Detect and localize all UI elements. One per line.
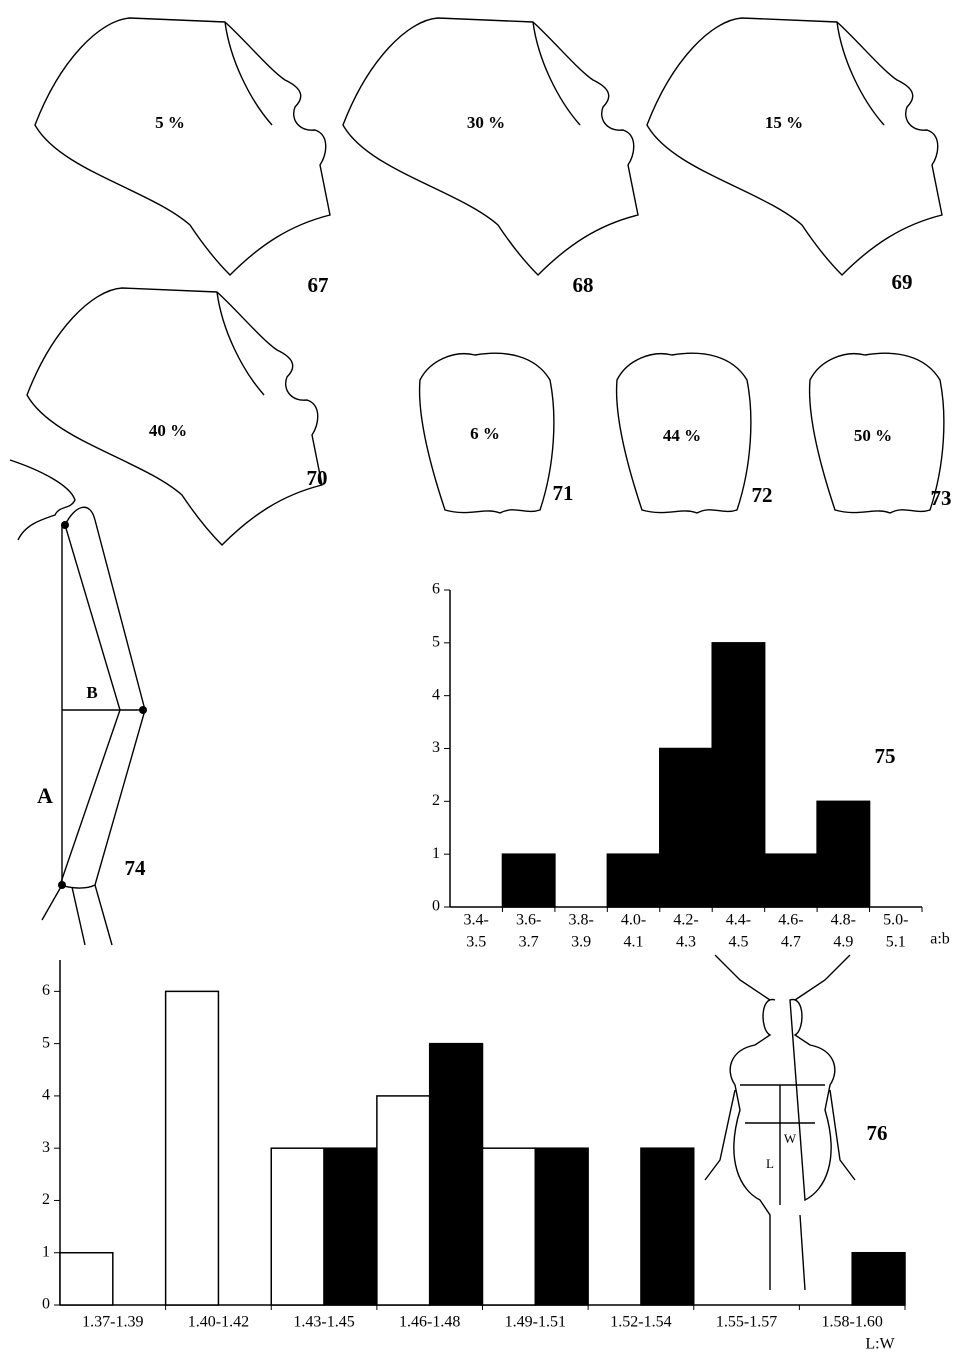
shape-67: 5 % 67 [34, 17, 331, 297]
figure-number: 68 [573, 273, 594, 297]
bar [501, 853, 556, 908]
bar [816, 800, 871, 908]
y-tick-label: 5 [42, 1034, 50, 1051]
bar [534, 1147, 589, 1306]
y-tick-label: 1 [432, 845, 440, 862]
leg-label: A [37, 783, 53, 808]
x-tick-label: 1.37-1.39 [82, 1314, 143, 1331]
x-tick-label: 5.0- [883, 912, 908, 929]
x-tick-label: 1.55-1.57 [716, 1314, 777, 1331]
x-tick-label: 4.9 [833, 934, 853, 951]
bar [640, 1147, 695, 1306]
shape-label: 30 % [467, 113, 505, 132]
y-tick-label: 5 [432, 634, 440, 651]
figure-number: 67 [308, 273, 329, 297]
y-tick-label: 4 [432, 686, 440, 703]
x-tick-label: 4.7 [781, 934, 801, 951]
x-tick-label: 1.46-1.48 [399, 1314, 460, 1331]
x-tick-label: 3.7 [519, 934, 539, 951]
figure-number: 74 [125, 856, 147, 880]
shape-68: 30 % 68 [342, 17, 639, 297]
y-tick-label: 2 [432, 792, 440, 809]
figure-number: 71 [553, 481, 574, 505]
x-tick-label: 1.40-1.42 [188, 1314, 249, 1331]
bar [376, 1095, 431, 1306]
shape-label: 40 % [149, 421, 187, 440]
x-tick-label: 5.1 [886, 934, 906, 951]
bar [763, 853, 818, 908]
x-tick-label: 3.9 [571, 934, 591, 951]
x-tick-label: 3.5 [466, 934, 486, 951]
y-tick-label: 0 [42, 1296, 50, 1313]
x-tick-label: 4.3 [676, 934, 696, 951]
leg-drawing: B A 74 [9, 459, 147, 946]
bar [851, 1251, 906, 1306]
bar [606, 853, 661, 908]
x-tick-label: 1.43-1.45 [293, 1314, 354, 1331]
figure-number: 72 [752, 483, 773, 507]
x-tick-label: 3.4- [464, 912, 489, 929]
y-tick-label: 3 [42, 1139, 50, 1156]
x-tick-label: 4.4- [726, 912, 751, 929]
figure-number: 69 [892, 270, 913, 294]
beetle-drawing: L W [704, 954, 856, 1291]
oval-72: 44 % 72 [615, 352, 773, 514]
x-tick-label: 4.6- [778, 912, 803, 929]
y-tick-label: 4 [42, 1087, 50, 1104]
y-tick-label: 2 [42, 1191, 50, 1208]
shape-69: 15 % 69 [646, 17, 943, 294]
beetle-label: L [766, 1156, 774, 1171]
bar [481, 1147, 537, 1306]
bar [428, 1042, 484, 1306]
leg-label: B [86, 683, 97, 702]
x-tick-label: 3.8- [568, 912, 593, 929]
y-tick-label: 1 [42, 1243, 50, 1260]
figure-number: 75 [875, 744, 896, 768]
bar [59, 1251, 114, 1306]
oval-73: 50 % 73 [808, 352, 952, 514]
y-tick-label: 3 [432, 739, 440, 756]
beetle-label: W [784, 1131, 797, 1146]
bar [659, 747, 713, 908]
bar [164, 990, 220, 1306]
bar [711, 642, 766, 908]
x-tick-label: 3.6- [516, 912, 541, 929]
figure-number: 76 [867, 1121, 888, 1145]
x-axis-label: L:W [865, 1336, 895, 1353]
oval-71: 6 % 71 [418, 352, 574, 514]
y-tick-label: 6 [42, 982, 50, 999]
y-tick-label: 6 [432, 581, 440, 598]
x-tick-label: 1.58-1.60 [822, 1314, 883, 1331]
x-axis-label: a:b [930, 931, 950, 948]
figure-number: 70 [307, 466, 328, 490]
x-tick-label: 1.49-1.51 [505, 1314, 566, 1331]
x-tick-label: 4.5 [728, 934, 748, 951]
bar [323, 1147, 378, 1306]
oval-label: 50 % [854, 426, 892, 445]
x-tick-label: 4.1 [624, 934, 644, 951]
y-tick-label: 0 [432, 898, 440, 915]
x-tick-label: 1.52-1.54 [610, 1314, 671, 1331]
x-tick-label: 4.2- [673, 912, 698, 929]
shape-label: 15 % [765, 113, 803, 132]
bar [270, 1147, 325, 1306]
oval-label: 44 % [663, 426, 701, 445]
shape-70: 40 % 70 [26, 287, 328, 546]
figure-number: 73 [931, 486, 952, 510]
x-tick-label: 4.0- [621, 912, 646, 929]
shape-label: 5 % [155, 113, 185, 132]
oval-label: 6 % [470, 424, 500, 443]
x-tick-label: 4.8- [831, 912, 856, 929]
